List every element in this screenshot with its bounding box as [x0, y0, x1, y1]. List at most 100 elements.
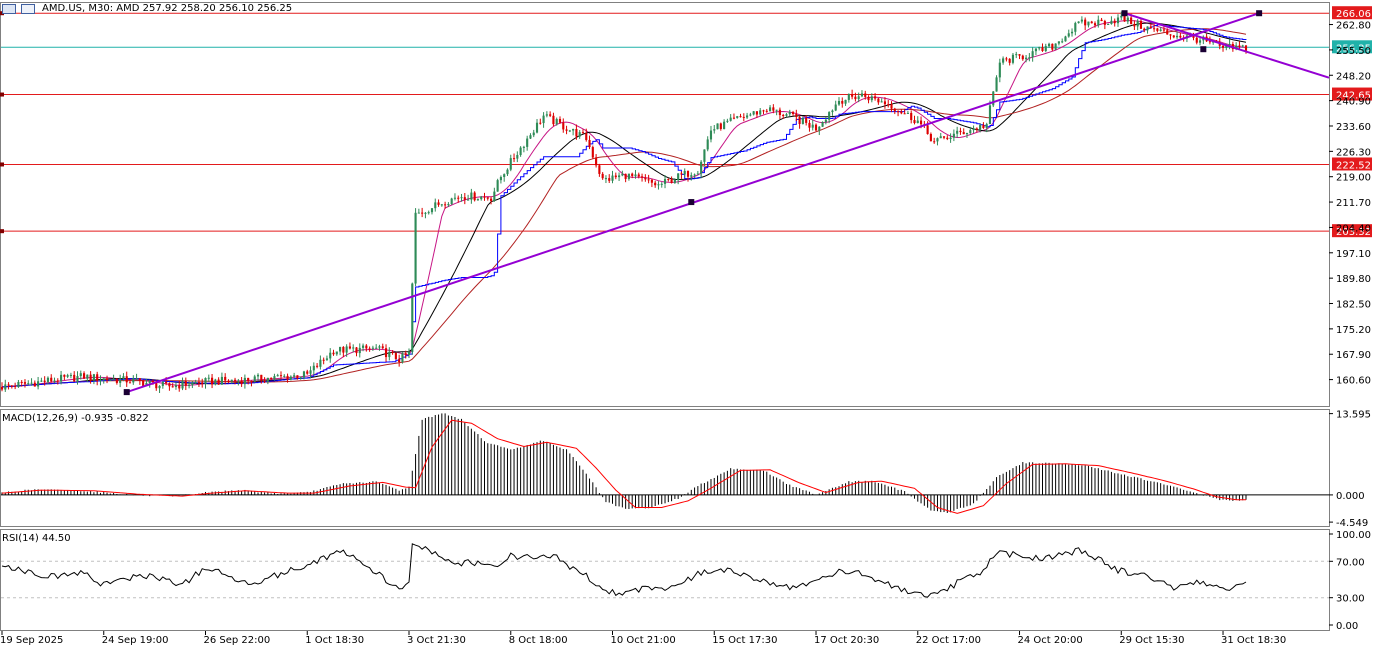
rsi-title: RSI(14) 44.50	[2, 533, 71, 544]
level-price-label: 266.06	[1336, 9, 1371, 20]
macd-indicator	[1, 413, 1329, 514]
trendline-handle[interactable]	[1256, 10, 1263, 17]
candlesticks	[0, 11, 1248, 393]
candle	[1005, 56, 1008, 62]
time-tick-label: 19 Sep 2025	[0, 635, 63, 646]
candle	[1143, 27, 1146, 33]
candle	[916, 116, 919, 124]
gridlines	[1, 560, 1329, 599]
candle	[598, 163, 601, 177]
candle	[1025, 55, 1028, 63]
candle	[837, 97, 841, 106]
level-anchor	[0, 92, 4, 97]
candle	[1028, 53, 1031, 62]
candle	[316, 362, 319, 369]
edit-icon[interactable]	[21, 4, 35, 14]
candle	[82, 371, 86, 379]
candle	[1002, 56, 1005, 65]
candle	[437, 199, 440, 207]
candle	[1238, 41, 1241, 50]
candle	[220, 372, 223, 385]
candle	[1021, 54, 1024, 61]
candle	[188, 381, 191, 389]
candle	[887, 99, 890, 108]
candle	[552, 112, 555, 127]
candle	[1153, 23, 1156, 32]
candle	[693, 173, 696, 178]
candle	[847, 93, 850, 103]
candle	[424, 211, 427, 219]
candle	[407, 348, 411, 359]
candle	[1176, 31, 1179, 40]
trendline-handle[interactable]	[1200, 46, 1207, 53]
candle	[309, 366, 312, 379]
candle	[851, 89, 854, 100]
candle	[230, 379, 233, 384]
candle	[168, 382, 171, 391]
candle	[903, 108, 906, 115]
candle	[421, 207, 424, 218]
candle	[933, 137, 936, 144]
candle	[283, 374, 286, 378]
candle	[1077, 21, 1080, 24]
candle	[723, 119, 726, 130]
candle	[96, 371, 99, 386]
candle	[985, 122, 988, 133]
candle	[339, 346, 342, 356]
trendline-handle[interactable]	[123, 389, 130, 396]
candle	[4, 379, 7, 392]
time-tick-label: 31 Oct 18:30	[1221, 635, 1286, 646]
trendline-handle[interactable]	[1121, 10, 1128, 17]
candle	[214, 378, 217, 386]
grid-icon[interactable]	[2, 4, 16, 14]
candle	[874, 93, 877, 101]
candle	[99, 375, 102, 386]
candle	[572, 128, 575, 136]
candle	[240, 376, 243, 387]
candle	[194, 379, 197, 384]
candle	[480, 195, 483, 201]
candle	[414, 208, 417, 287]
candle	[975, 127, 978, 133]
candle	[388, 347, 391, 361]
candle	[86, 374, 89, 383]
candle	[539, 118, 542, 125]
candle	[1228, 39, 1231, 50]
candle	[910, 110, 913, 124]
candle	[1139, 18, 1143, 30]
candle	[1051, 43, 1054, 52]
candle	[224, 373, 227, 385]
candle	[457, 195, 460, 203]
candle	[913, 115, 916, 125]
candle	[988, 100, 992, 125]
candle	[476, 198, 480, 201]
candle	[503, 173, 506, 182]
candle	[535, 119, 539, 134]
candle	[463, 192, 466, 205]
trendline-handle[interactable]	[688, 199, 695, 206]
candle	[1113, 18, 1116, 27]
candle	[732, 113, 736, 120]
candle	[417, 208, 420, 214]
candle	[663, 175, 667, 189]
price-tick-label: 189.80	[1336, 274, 1371, 285]
macd-signal-line	[1, 419, 1246, 514]
candle	[171, 383, 174, 388]
candle	[647, 174, 650, 184]
macd-tick-label: 13.595	[1336, 410, 1371, 421]
candle	[109, 379, 112, 382]
candle	[368, 346, 371, 352]
candle	[650, 179, 653, 188]
time-tick-label: 8 Oct 18:00	[509, 635, 568, 646]
candle	[775, 109, 778, 116]
candle	[1087, 21, 1090, 28]
candle	[791, 110, 795, 116]
symbol-ohlc-text: AMD.US, M30: AMD 257.92 258.20 256.10 25…	[42, 3, 293, 14]
candle	[46, 376, 50, 385]
trendline[interactable]	[1124, 12, 1330, 79]
candle	[197, 377, 201, 387]
candle	[37, 376, 40, 390]
candle	[342, 346, 345, 358]
candle	[115, 378, 118, 385]
candle	[834, 100, 837, 112]
